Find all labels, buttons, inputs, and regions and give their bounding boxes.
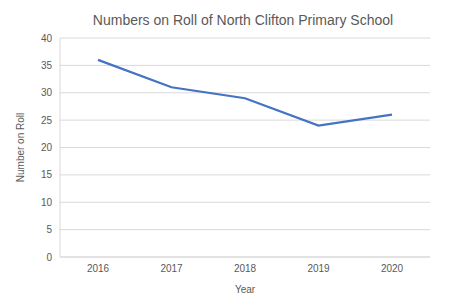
svg-text:5: 5 bbox=[46, 224, 52, 235]
svg-text:20: 20 bbox=[41, 142, 53, 153]
svg-text:30: 30 bbox=[41, 87, 53, 98]
svg-text:2019: 2019 bbox=[307, 263, 330, 274]
svg-text:0: 0 bbox=[46, 252, 52, 263]
svg-text:2018: 2018 bbox=[234, 263, 257, 274]
svg-text:2016: 2016 bbox=[87, 263, 110, 274]
svg-text:25: 25 bbox=[41, 115, 53, 126]
svg-text:Number on Roll: Number on Roll bbox=[15, 113, 26, 182]
svg-text:2020: 2020 bbox=[381, 263, 404, 274]
svg-text:2017: 2017 bbox=[160, 263, 183, 274]
svg-text:15: 15 bbox=[41, 169, 53, 180]
svg-text:10: 10 bbox=[41, 197, 53, 208]
svg-text:35: 35 bbox=[41, 60, 53, 71]
svg-text:40: 40 bbox=[41, 33, 53, 44]
svg-text:Year: Year bbox=[235, 284, 256, 295]
html-text:Numbers on Roll of North Clift: Numbers on Roll of North Clifton Primary… bbox=[92, 12, 394, 28]
